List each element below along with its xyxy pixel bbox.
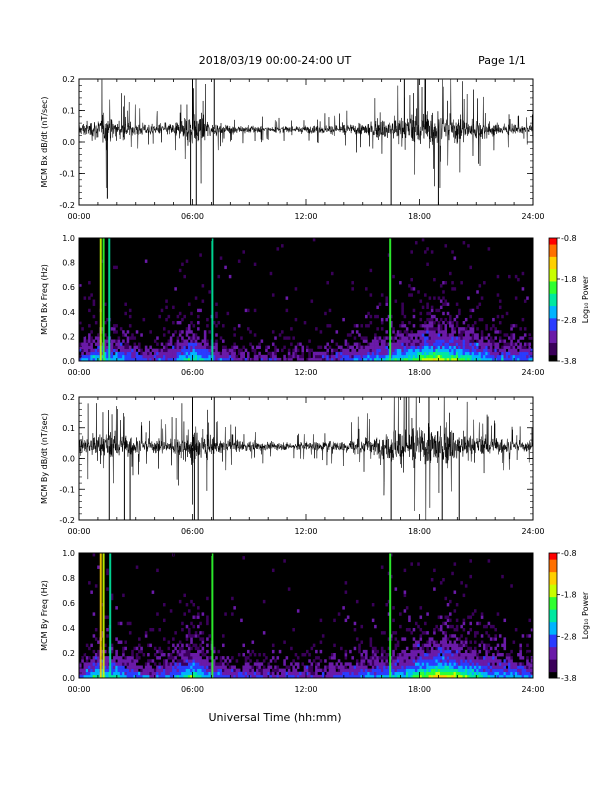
y-tick-label: 0.0	[62, 138, 75, 147]
colorbar-label: Log₁₀ Power	[581, 591, 590, 639]
colorbar-label: Log₁₀ Power	[581, 275, 590, 323]
x-tick-label: 00:00	[67, 527, 90, 536]
waveform-trace	[79, 79, 533, 188]
y-tick-label: 0.1	[62, 424, 75, 433]
date-range-title: 2018/03/19 00:00-24:00 UT	[199, 54, 352, 67]
x-axis-label: Universal Time (hh:mm)	[209, 711, 342, 724]
bx-dbdt-panel: 00:00 06:00 12:00 18:00 24:00 0.2 0.1 0.0 -0.1 -0…	[40, 75, 545, 221]
bx-spectrogram-panel: -0.8 -1.8 -2.8 -3.8 Log₁₀ Power 00:00 06:00 12:…	[40, 234, 590, 377]
x-tick-label: 12:00	[294, 685, 317, 694]
y-axis-label: MCM Bx dB/dt (nT/sec)	[40, 96, 49, 187]
y-tick-label: 0.2	[62, 649, 75, 658]
y-tick-label: -0.2	[59, 516, 75, 525]
spectral-line	[102, 553, 105, 678]
x-tick-label: 06:00	[181, 212, 204, 221]
x-tick-label: 24:00	[521, 212, 544, 221]
plot-frame	[78, 78, 534, 206]
colorbar-tick-label: -0.8	[561, 234, 577, 243]
spectral-line	[211, 553, 214, 678]
spectrogram-cells	[79, 553, 533, 678]
spectral-line	[99, 238, 102, 361]
y-tick-label: -0.1	[59, 170, 75, 179]
y-tick-label: 0.6	[62, 283, 75, 292]
y-axis-label: MCM By Freq (Hz)	[40, 580, 49, 651]
page-indicator: Page 1/1	[478, 54, 526, 67]
y-tick-label: 0.6	[62, 599, 75, 608]
x-tick-label: 24:00	[521, 368, 544, 377]
x-tick-label: 12:00	[294, 212, 317, 221]
waveform-trace	[79, 397, 533, 520]
y-tick-label: 1.0	[62, 234, 75, 243]
plot-frame	[78, 396, 534, 521]
y-tick-label: 0.0	[62, 357, 75, 366]
y-tick-label: 0.4	[62, 308, 75, 317]
by-spectrogram-panel: -0.8 -1.8 -2.8 -3.8 Log₁₀ Power 00:00 06:00 12:…	[40, 549, 590, 694]
y-tick-label: -0.1	[59, 485, 75, 494]
spectral-line	[389, 238, 392, 361]
spectrogram-cells	[79, 238, 533, 361]
colorbar-tick-label: -3.8	[561, 357, 577, 366]
x-tick-label: 06:00	[181, 685, 204, 694]
x-tick-label: 00:00	[67, 212, 90, 221]
spectral-line	[211, 238, 214, 361]
y-tick-label: 0.8	[62, 259, 75, 268]
x-tick-label: 24:00	[521, 527, 544, 536]
spectral-line	[102, 238, 105, 361]
y-axis-label: MCM By dB/dt (nT/sec)	[40, 413, 49, 504]
y-tick-label: 0.4	[62, 624, 75, 633]
colorbar-tick-label: -1.8	[561, 591, 577, 600]
colorbar-tick-label: -0.8	[561, 549, 577, 558]
y-tick-label: 0.1	[62, 107, 75, 116]
x-tick-label: 06:00	[181, 527, 204, 536]
x-tick-label: 18:00	[408, 368, 431, 377]
colorbar: -0.8 -1.8 -2.8 -3.8 Log₁₀ Power	[548, 549, 590, 683]
spectral-line	[108, 238, 111, 361]
x-tick-label: 24:00	[521, 685, 544, 694]
y-axis-label: MCM Bx Freq (Hz)	[40, 264, 49, 335]
y-tick-label: 0.2	[62, 332, 75, 341]
y-tick-label: 0.2	[62, 393, 75, 402]
spectral-line	[389, 553, 392, 678]
y-tick-label: 0.2	[62, 75, 75, 84]
spectral-line	[99, 553, 102, 678]
colorbar: -0.8 -1.8 -2.8 -3.8 Log₁₀ Power	[548, 234, 590, 366]
x-tick-label: 18:00	[408, 685, 431, 694]
colorbar-tick-label: -2.8	[561, 316, 577, 325]
y-tick-label: 0.0	[62, 455, 75, 464]
colorbar-tick-label: -1.8	[561, 275, 577, 284]
x-tick-label: 00:00	[67, 368, 90, 377]
y-tick-label: 1.0	[62, 549, 75, 558]
x-tick-label: 18:00	[408, 527, 431, 536]
x-tick-label: 12:00	[294, 527, 317, 536]
colorbar-tick-label: -3.8	[561, 674, 577, 683]
by-dbdt-panel: 00:00 06:00 12:00 18:00 24:00 0.2 0.1 0.0 -0.1 -0…	[40, 393, 545, 536]
x-tick-label: 00:00	[67, 685, 90, 694]
x-tick-label: 12:00	[294, 368, 317, 377]
x-tick-label: 06:00	[181, 368, 204, 377]
spectral-line	[109, 553, 112, 678]
colorbar-tick-label: -2.8	[561, 632, 577, 641]
y-tick-label: -0.2	[59, 201, 75, 210]
y-tick-label: 0.8	[62, 574, 75, 583]
y-tick-label: 0.0	[62, 674, 75, 683]
x-tick-label: 18:00	[408, 212, 431, 221]
